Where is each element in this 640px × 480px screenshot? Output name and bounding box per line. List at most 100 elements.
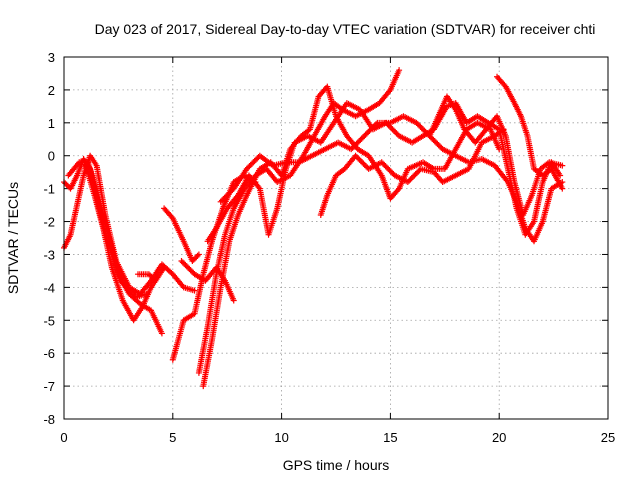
data-point <box>252 156 259 163</box>
data-point <box>413 169 420 176</box>
data-point <box>355 155 362 162</box>
data-point <box>352 152 359 159</box>
data-point <box>416 167 423 174</box>
data-point <box>353 154 360 161</box>
y-tick-label: -8 <box>43 412 55 427</box>
data-point <box>388 125 395 132</box>
data-point <box>429 135 436 142</box>
data-series <box>134 271 159 284</box>
data-point <box>361 132 368 139</box>
data-point <box>416 122 423 129</box>
data-point <box>367 126 374 133</box>
data-point <box>179 259 186 266</box>
data-series <box>178 258 237 304</box>
data-point <box>406 177 413 184</box>
data-point <box>243 165 250 172</box>
data-point <box>365 129 372 136</box>
data-point <box>386 167 393 174</box>
y-tick-label: -5 <box>43 313 55 328</box>
data-point <box>373 121 380 128</box>
data-point <box>358 135 365 142</box>
grid <box>64 57 608 419</box>
data-point <box>430 136 437 143</box>
data-point <box>152 277 159 284</box>
data-point <box>63 181 70 188</box>
data-point <box>62 180 69 187</box>
data-point <box>357 136 364 143</box>
data-series <box>494 73 566 192</box>
data-point <box>228 188 235 195</box>
data-point <box>189 258 196 265</box>
data-point <box>359 134 366 141</box>
data-point <box>361 161 368 168</box>
data-point <box>359 159 366 166</box>
y-tick-label: 0 <box>48 149 55 164</box>
plot-frame <box>63 56 609 420</box>
data-point <box>195 251 202 258</box>
data-point <box>437 143 444 150</box>
data-point <box>158 330 165 337</box>
data-point <box>190 256 197 263</box>
x-tick-label: 5 <box>169 430 176 445</box>
x-tick-label: 25 <box>601 430 615 445</box>
data-point <box>559 162 566 169</box>
data-point <box>224 192 231 199</box>
data-point <box>559 185 566 192</box>
data-point <box>371 122 378 129</box>
data-point <box>417 123 424 130</box>
data-point <box>414 121 421 128</box>
data-point <box>411 172 418 179</box>
x-tick-label: 10 <box>274 430 288 445</box>
y-axis-label: SDTVAR / TECUs <box>5 182 21 294</box>
data-point <box>396 67 403 74</box>
data-point <box>191 255 198 262</box>
data-point <box>370 123 377 130</box>
data-point <box>143 290 150 297</box>
data-point <box>407 176 414 183</box>
chart-title: Day 023 of 2017, Sidereal Day-to-day VTE… <box>95 21 596 37</box>
data-point <box>356 138 363 145</box>
x-tick-label: 20 <box>492 430 506 445</box>
data-point <box>349 144 356 151</box>
data-point <box>382 163 389 170</box>
data-point <box>418 125 425 132</box>
data-point <box>149 275 156 282</box>
data-point <box>249 160 256 167</box>
data-point <box>148 273 155 280</box>
data-point <box>247 161 254 168</box>
data-series <box>161 205 202 265</box>
data-point <box>350 143 357 150</box>
data-point <box>380 160 387 167</box>
y-tick-label: 3 <box>48 50 55 65</box>
data-point <box>390 127 397 134</box>
y-tick-label: 2 <box>48 83 55 98</box>
x-tick-label: 0 <box>60 430 67 445</box>
data-point <box>246 163 253 170</box>
data-point <box>363 163 370 170</box>
data-point <box>151 276 158 283</box>
data-point <box>385 165 392 172</box>
y-tick-label: -6 <box>43 346 55 361</box>
data-point <box>354 139 361 146</box>
data-point <box>193 254 200 261</box>
data-point <box>357 157 364 164</box>
data-point <box>194 252 201 259</box>
x-axis-label: GPS time / hours <box>283 457 390 473</box>
data-point <box>366 127 373 134</box>
data-point <box>185 264 192 271</box>
data-point <box>434 140 441 147</box>
data-point <box>389 126 396 133</box>
data-markers <box>61 67 566 390</box>
data-point <box>404 179 411 186</box>
data-point <box>435 142 442 149</box>
data-point <box>217 198 224 205</box>
data-point <box>145 271 152 278</box>
data-point <box>360 160 367 167</box>
data-point <box>182 261 189 268</box>
data-point <box>362 131 369 138</box>
data-point <box>383 164 390 171</box>
data-point <box>420 126 427 133</box>
data-point <box>187 267 194 274</box>
data-point <box>181 260 188 267</box>
